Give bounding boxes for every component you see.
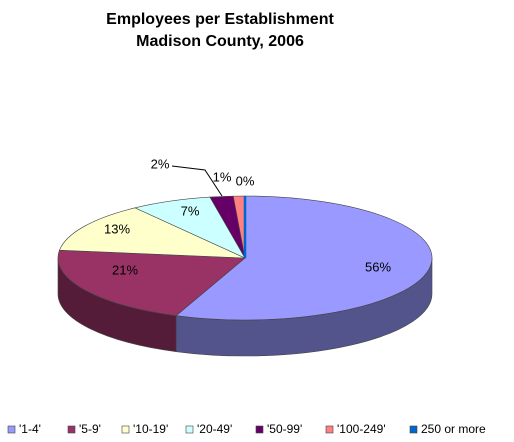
legend-label: '5-9' bbox=[79, 422, 101, 436]
legend-swatch bbox=[409, 425, 418, 434]
slice bbox=[59, 207, 246, 259]
slice-label: 1% bbox=[213, 169, 232, 184]
slice-label: 13% bbox=[104, 221, 130, 236]
legend-swatch bbox=[255, 425, 264, 434]
legend-label: '100-249' bbox=[337, 422, 386, 436]
legend-label: 250 or more bbox=[421, 422, 486, 436]
slice-label: 21% bbox=[112, 262, 138, 277]
legend-swatch bbox=[67, 425, 76, 434]
legend-swatch bbox=[185, 425, 194, 434]
slice-label: 56% bbox=[365, 259, 391, 274]
legend-swatch bbox=[121, 425, 130, 434]
slice bbox=[57, 249, 246, 316]
chart-title: Employees per Establishment bbox=[106, 11, 334, 28]
legend-swatch bbox=[7, 425, 16, 434]
leader-line bbox=[171, 165, 223, 197]
legend-label: '1-4' bbox=[19, 422, 41, 436]
chart-subtitle: Madison County, 2006 bbox=[136, 33, 304, 50]
slice-label: 2% bbox=[151, 156, 170, 171]
legend-swatch bbox=[325, 425, 334, 434]
slice bbox=[175, 195, 433, 321]
slice-label: 0% bbox=[236, 173, 255, 188]
legend-label: '10-19' bbox=[133, 422, 168, 436]
legend-label: '20-49' bbox=[197, 422, 232, 436]
legend-label: '50-99' bbox=[267, 422, 302, 436]
slice-label: 7% bbox=[181, 203, 200, 218]
